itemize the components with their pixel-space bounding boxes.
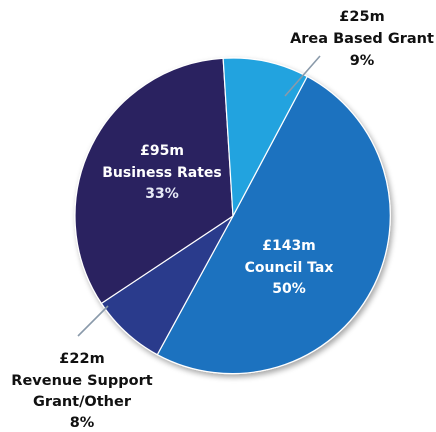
slice-business-rates [74, 57, 234, 305]
leader-line-revenue-support [77, 305, 109, 337]
area-based-grant-percent: 9% [350, 53, 375, 69]
revenue-support-label-line1: Revenue Support [11, 373, 152, 389]
business-rates-percent: 33% [145, 186, 179, 202]
council-tax-percent: 50% [272, 281, 306, 297]
revenue-support-label-line2: Grant/Other [33, 394, 132, 410]
council-tax-label: Council Tax [245, 260, 334, 276]
slice-area-based-grant [222, 57, 308, 219]
area-based-grant-amount: £25m [339, 9, 384, 25]
area-based-grant-label: Area Based Grant [290, 31, 434, 47]
slice-council-tax [156, 75, 391, 375]
council-tax-amount: £143m [262, 238, 316, 254]
business-rates-label: Business Rates [102, 165, 222, 181]
revenue-support-percent: 8% [70, 415, 95, 431]
business-rates-amount: £95m [140, 143, 184, 159]
leader-line-area-based-grant [284, 55, 321, 97]
revenue-support-amount: £22m [59, 351, 104, 367]
